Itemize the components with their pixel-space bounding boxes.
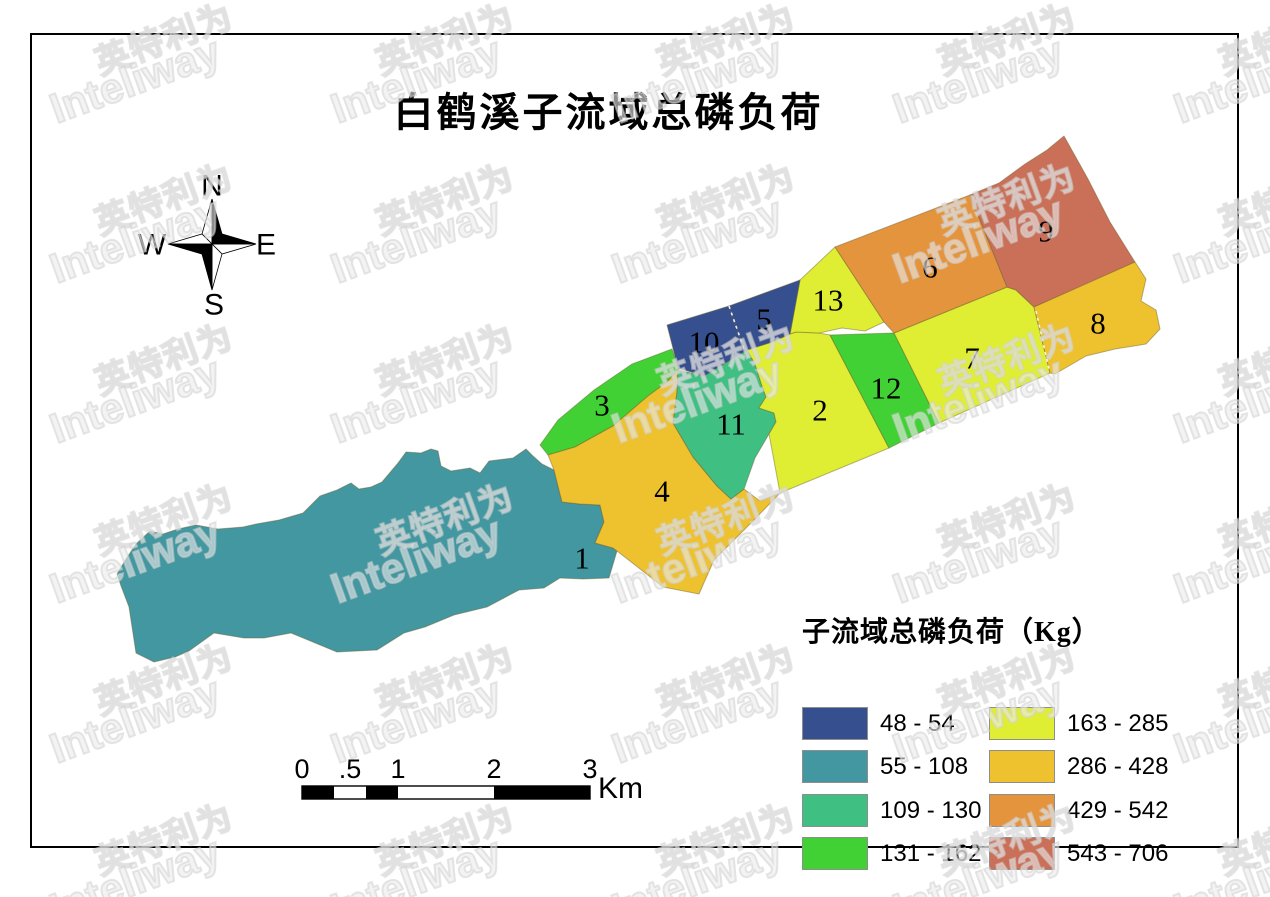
scale-label-1: 1	[390, 754, 405, 784]
region-6-polygon	[834, 194, 1008, 334]
region-8-polygon	[1033, 261, 1161, 375]
compass-label-west: W	[138, 229, 167, 262]
compass-star-segment	[167, 243, 213, 255]
region-9-label: 9	[1038, 214, 1054, 249]
legend-swatch	[989, 837, 1055, 870]
scale-label-0: 0	[294, 754, 309, 784]
compass-star-segment	[211, 233, 257, 245]
region-8-label: 8	[1090, 306, 1106, 341]
scale-unit-label: Km	[598, 772, 643, 805]
legend-range-label: 543 - 706	[1067, 840, 1169, 867]
scale-bar-segment	[366, 786, 398, 799]
legend-swatch	[989, 750, 1055, 783]
page-title: 白鹤溪子流域总磷负荷	[393, 90, 824, 135]
scale-bar: 0 .5 1 2 3Km	[294, 754, 643, 805]
scale-bar-segment	[302, 786, 334, 799]
compass-label-south: S	[204, 289, 224, 322]
region-1-polygon	[116, 448, 618, 663]
legend-swatch	[802, 707, 868, 740]
region-13-label: 13	[813, 283, 844, 318]
region-9-polygon	[969, 135, 1136, 308]
legend-range-label: 55 - 108	[880, 753, 969, 780]
compass-rose: N S W E	[138, 170, 276, 322]
legend-range-label: 429 - 542	[1067, 797, 1169, 824]
region-6-label: 6	[922, 250, 938, 285]
legend-range-label: 109 - 130	[880, 797, 982, 824]
scale-label-3: 3	[582, 754, 597, 784]
region-1-label: 1	[574, 541, 590, 576]
scale-bar-segment	[494, 786, 590, 799]
legend-swatch	[989, 707, 1055, 740]
legend-swatch	[802, 794, 868, 827]
legend-range-label: 48 - 54	[880, 710, 955, 737]
scale-label-2: 2	[486, 754, 501, 784]
compass-label-north: N	[201, 170, 223, 203]
legend-swatch	[989, 794, 1055, 827]
legend-swatch	[802, 750, 868, 783]
region-3-label: 3	[594, 388, 610, 423]
scale-label-.5: .5	[339, 754, 362, 784]
region-11-label: 11	[716, 407, 746, 442]
region-5-label: 5	[756, 302, 772, 337]
legend-range-label: 286 - 428	[1067, 753, 1169, 780]
region-7-label: 7	[964, 341, 980, 376]
legend: 子流域总磷负荷（Kg） 48 - 54 55 - 108 109 - 130 131 …	[802, 610, 1222, 870]
dashed-boundary-10-5	[728, 305, 745, 350]
region-4-polygon	[547, 369, 781, 595]
dashed-boundary-7-8	[1035, 310, 1050, 370]
region-12-label: 12	[871, 371, 902, 406]
region-4-label: 4	[654, 474, 670, 509]
legend-swatch	[802, 837, 868, 870]
map-frame: 1 3 4 11 2 12 7 13 5 10 6 9 8 N S W E 0.5 1 2 3 Km 白鹤溪子流域总磷负荷…	[30, 33, 1239, 870]
legend-range-label: 131 - 162	[880, 840, 982, 867]
compass-label-east: E	[256, 229, 276, 262]
region-10-label: 10	[689, 325, 720, 360]
legend-range-label: 163 - 285	[1067, 710, 1169, 737]
legend-title: 子流域总磷负荷（Kg）	[802, 617, 1101, 648]
region-2-label: 2	[812, 393, 828, 428]
region-13-polygon	[789, 246, 885, 335]
